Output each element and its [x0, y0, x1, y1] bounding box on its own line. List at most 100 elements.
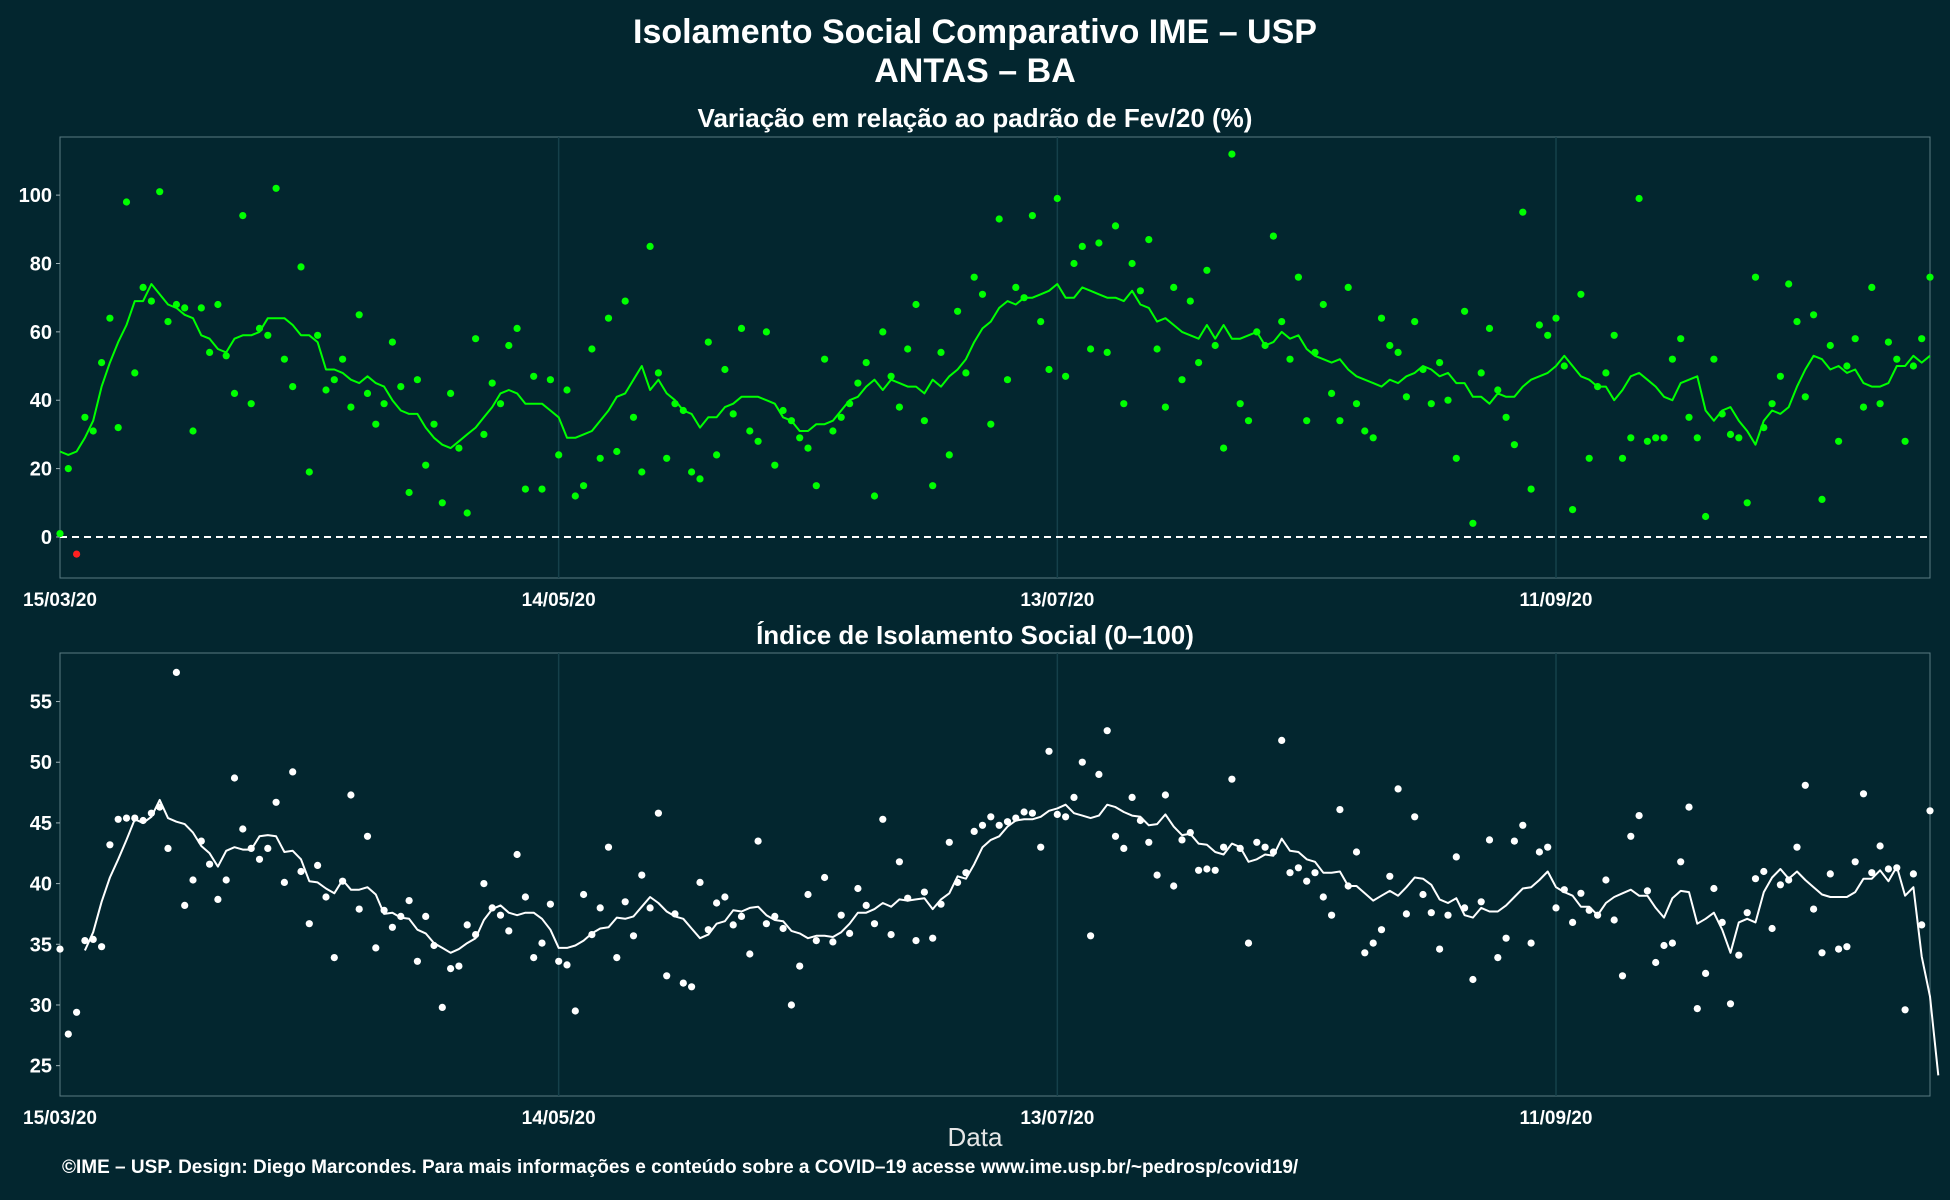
panel2-data-point — [1851, 858, 1859, 866]
panel2-data-point — [821, 873, 829, 882]
panel2-data-point — [1884, 865, 1892, 873]
panel2-data-point — [1926, 807, 1934, 815]
panel2-data-point — [796, 962, 804, 970]
panel1-data-point — [206, 348, 214, 356]
panel2-data-point — [1569, 918, 1577, 927]
panel2-data-point — [139, 816, 147, 825]
panel2-data-point — [488, 904, 496, 912]
panel2-data-point — [1003, 818, 1012, 826]
panel1-data-point — [1901, 437, 1909, 445]
panel1-data-point — [1186, 297, 1194, 305]
panel1-data-point — [1236, 400, 1244, 408]
panel2-data-point — [1228, 775, 1236, 783]
panel2-data-point — [538, 939, 546, 947]
panel2-data-point — [131, 814, 139, 822]
panel1-data-point — [987, 420, 995, 428]
panel2-data-point — [1195, 866, 1203, 874]
panel1-data-point — [945, 451, 953, 459]
panel2-data-point — [413, 957, 421, 965]
panel2-data-point — [1128, 793, 1136, 802]
panel2-data-point — [646, 904, 654, 912]
panel2-data-point — [1726, 1000, 1735, 1008]
panel2-data-point — [280, 878, 288, 887]
panel1-data-point — [264, 331, 272, 339]
panel1-data-point — [1502, 413, 1510, 421]
panel1-data-point — [463, 509, 471, 517]
panel1-data-point — [737, 324, 746, 332]
panel1-data-point — [89, 427, 97, 435]
panel1-data-point — [339, 355, 347, 363]
panel2-data-point — [846, 929, 854, 938]
panel2-data-point — [1053, 810, 1061, 819]
panel1-data-point — [1078, 242, 1086, 250]
panel2-data-point — [912, 937, 920, 945]
panel1-data-point — [1394, 348, 1402, 356]
panel1-data-point — [1618, 454, 1627, 462]
panel2-data-point — [1087, 932, 1095, 940]
panel2-data-point — [1818, 949, 1826, 957]
panel1-data-point — [821, 355, 829, 363]
panel2-data-point — [1436, 945, 1444, 953]
panel1-data-point — [430, 420, 438, 428]
panel1-data-point — [1195, 359, 1203, 367]
panel2-data-point — [1893, 864, 1901, 872]
panel1-data-point — [297, 263, 305, 271]
panel1-data-point — [555, 451, 563, 459]
panel2-data-point — [1145, 838, 1153, 846]
panel1-data-point — [1668, 355, 1676, 363]
panel2-data-point — [704, 926, 712, 934]
panel1-data-point — [397, 383, 405, 391]
panel2-data-point — [1577, 889, 1585, 897]
panel2-data-point — [995, 821, 1003, 829]
panel1-xtick-label: 14/05/20 — [522, 590, 596, 611]
panel2-data-point — [895, 858, 904, 866]
panel2-data-point — [438, 1003, 446, 1012]
panel1-data-point — [779, 406, 787, 415]
panel1-data-point — [355, 311, 363, 319]
panel1-data-point — [322, 386, 330, 394]
panel2-data-point — [355, 905, 363, 913]
panel1-data-point — [197, 304, 205, 312]
panel1-data-point — [1660, 434, 1668, 442]
panel2-data-point — [1028, 809, 1036, 817]
panel2-data-point — [222, 876, 230, 884]
panel1-data-point — [56, 530, 64, 538]
panel2-data-point — [663, 972, 671, 980]
panel2-ytick-label: 55 — [30, 692, 52, 714]
panel2-data-point — [164, 844, 172, 853]
panel1-data-point — [521, 485, 530, 493]
panel2-data-point — [812, 937, 820, 945]
panel1-data-point — [1111, 222, 1120, 230]
panel1-data-point — [1269, 232, 1277, 240]
panel2-data-point — [422, 912, 430, 921]
panel2-data-point — [1859, 790, 1868, 798]
panel1-data-point — [704, 338, 712, 346]
panel2-data-point — [1070, 793, 1078, 802]
panel1-data-point — [929, 482, 937, 490]
panel1-data-point — [405, 488, 413, 497]
panel2-data-point — [787, 1001, 796, 1009]
panel2-data-point — [1244, 939, 1253, 947]
panel1-data-point — [1535, 321, 1543, 329]
panel1-data-point — [629, 413, 638, 421]
panel2-data-point — [297, 867, 305, 876]
panel2-data-point — [1535, 848, 1543, 856]
panel1-data-point — [1369, 434, 1377, 442]
panel1-data-point — [1170, 283, 1178, 291]
panel1-data-point — [1477, 369, 1485, 377]
panel2-data-point — [887, 931, 895, 939]
panel2-data-point — [56, 945, 64, 953]
panel1-data-point — [1045, 365, 1053, 374]
panel1-data-point — [73, 550, 81, 558]
panel1-data-point — [1835, 437, 1843, 445]
panel1-data-point — [596, 454, 604, 462]
panel2-data-point — [837, 911, 845, 919]
panel1-data-point — [314, 331, 322, 339]
panel2-data-point — [571, 1007, 579, 1015]
panel1-data-point — [580, 482, 588, 490]
panel2-data-point — [613, 954, 621, 962]
panel2-data-point — [347, 791, 355, 799]
panel1-data-point — [654, 369, 663, 377]
panel2-data-point — [339, 877, 347, 885]
panel1-data-point — [438, 499, 446, 507]
